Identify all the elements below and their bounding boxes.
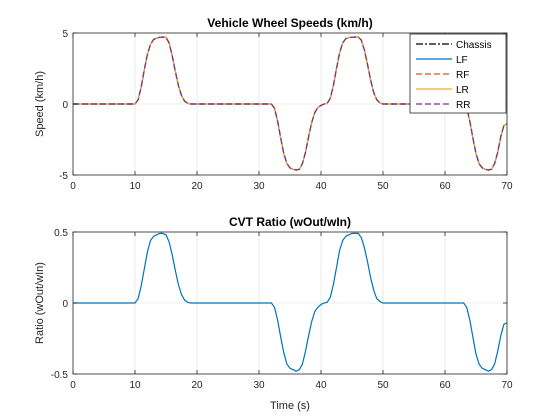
- x-tick-label: 20: [191, 181, 203, 192]
- y-axis-label: Ratio (wOut/wIn): [34, 262, 46, 344]
- legend-label-chassis: Chassis: [456, 40, 492, 51]
- x-tick-label: 40: [315, 181, 327, 192]
- x-tick-label: 30: [253, 380, 265, 391]
- x-tick-label: 70: [501, 181, 513, 192]
- x-tick-label: 20: [191, 380, 203, 391]
- y-tick-label: 0.5: [54, 228, 68, 239]
- x-tick-label: 10: [129, 380, 141, 391]
- y-tick-label: -5: [59, 171, 68, 182]
- x-tick-label: 50: [377, 380, 389, 391]
- y-tick-label: 0: [62, 299, 68, 310]
- y-tick-label: 0: [62, 100, 68, 111]
- series-line-1: [73, 233, 507, 371]
- x-tick-label: 0: [70, 181, 76, 192]
- x-tick-label: 60: [439, 380, 451, 391]
- x-tick-label: 10: [129, 181, 141, 192]
- y-tick-label: -0.5: [51, 370, 69, 381]
- x-axis-label: Time (s): [270, 400, 310, 412]
- x-tick-label: 60: [439, 181, 451, 192]
- legend-label-rr: RR: [456, 100, 470, 111]
- y-axis-label: Speed (km/h): [34, 71, 46, 137]
- chart-title: CVT Ratio (wOut/wIn): [229, 215, 351, 229]
- x-tick-label: 0: [70, 380, 76, 391]
- chart-title: Vehicle Wheel Speeds (km/h): [207, 16, 372, 30]
- plot-lines: [73, 233, 507, 371]
- legend-label-lr: LR: [456, 85, 469, 96]
- y-tick-label: 5: [62, 29, 68, 40]
- x-tick-label: 40: [315, 380, 327, 391]
- legend-label-lf: LF: [456, 55, 468, 66]
- x-tick-label: 50: [377, 181, 389, 192]
- x-tick-label: 30: [253, 181, 265, 192]
- x-tick-label: 70: [501, 380, 513, 391]
- legend: Chassis LF RF LR RR: [410, 34, 506, 113]
- legend-label-rf: RF: [456, 70, 469, 81]
